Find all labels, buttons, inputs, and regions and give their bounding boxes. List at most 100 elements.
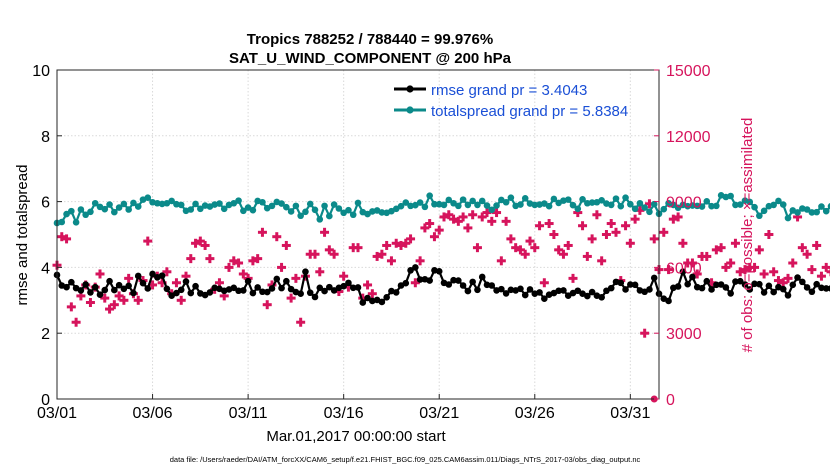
series-0-point [445, 281, 453, 288]
obs-assimilated-marker [133, 295, 143, 305]
series-0-point [354, 284, 362, 291]
obs-assimilated-marker [539, 278, 549, 288]
series-0-point [784, 292, 792, 299]
obs-assimilated-marker [449, 214, 459, 224]
series-0-point [689, 273, 696, 281]
series-1-point [68, 207, 75, 215]
series-0-point [588, 288, 596, 296]
series-1-point [708, 202, 715, 210]
obs-assimilated-marker [315, 267, 325, 277]
series-0-point [144, 285, 152, 292]
series-1-point [330, 201, 338, 208]
series-1-point [130, 199, 137, 207]
obs-assimilated-marker [788, 258, 798, 268]
series-0-point [158, 272, 166, 279]
series-1-point [63, 210, 70, 218]
series-0-point [87, 289, 94, 296]
x-axis-ticks: 03/01 03/06 03/11 03/16 03/21 03/26 03/31 [37, 394, 650, 422]
series-0-point [435, 268, 443, 275]
series-0-point [765, 282, 773, 290]
obs-assimilated-marker [597, 256, 607, 266]
series-0-point [378, 298, 386, 306]
series-1-point [808, 209, 816, 216]
series-0-point [139, 279, 147, 287]
series-0-point [182, 278, 190, 285]
obs-assimilated-marker [191, 238, 201, 248]
series-0-point [770, 288, 777, 296]
series-0-point [631, 281, 639, 289]
series-0-point [794, 274, 801, 281]
series-0-point [478, 273, 486, 281]
series-1-point [187, 206, 195, 213]
series-0-point [297, 290, 304, 298]
series-1-point [631, 205, 639, 213]
series-0-point [244, 277, 252, 285]
obs-assimilated-marker [320, 227, 330, 237]
series-1-point [216, 200, 223, 207]
obs-assimilated-marker [453, 216, 463, 226]
series-0-point [111, 286, 118, 294]
series-0-point [717, 281, 725, 288]
obs-assimilated-marker [382, 240, 392, 250]
series-0-point [273, 275, 281, 283]
series-0-point [517, 285, 524, 293]
series-0-point [402, 279, 410, 287]
series-0-point [326, 283, 333, 291]
series-0-point [302, 268, 309, 275]
series-0-point [192, 282, 199, 290]
obs-assimilated-marker [807, 265, 817, 275]
obs-assimilated-marker [114, 291, 124, 301]
series-1-point [77, 206, 85, 213]
obs-assimilated-marker [549, 230, 559, 239]
series-0-point [106, 277, 113, 285]
series-1-point [292, 202, 300, 210]
series-1-point [612, 195, 620, 202]
obs-assimilated-marker [735, 267, 745, 277]
series-0-point [813, 280, 820, 288]
obs-assimilated-marker [726, 258, 736, 268]
chart-subtitle: SAT_U_WIND_COMPONENT @ 200 hPa [229, 50, 512, 67]
series-0-point [822, 285, 830, 292]
obs-assimilated-marker [716, 243, 726, 253]
obs-assimilated-marker [363, 280, 373, 290]
series-0-point [679, 268, 687, 275]
series-0-point [751, 280, 758, 288]
series-1-point [550, 195, 558, 203]
series-1-point [91, 199, 99, 207]
obs-assimilated-marker [630, 214, 640, 224]
series-1-point [235, 197, 242, 204]
obs-assimilated-marker [530, 243, 540, 253]
series-1-point [87, 208, 94, 216]
series-0-point [827, 285, 830, 292]
series-1-point [240, 207, 247, 215]
obs-assimilated-marker [764, 230, 774, 239]
y-tick-label: 0 [41, 392, 50, 409]
obs-assimilated-marker [773, 276, 783, 286]
series-0-point [120, 285, 128, 293]
y-tick-label: 2 [41, 326, 50, 343]
series-1-point [82, 211, 89, 219]
series-1-point [803, 206, 811, 213]
obs-assimilated-marker [525, 236, 535, 246]
series-1-point [569, 201, 577, 209]
series-1-point [335, 205, 343, 212]
obs-assimilated-marker [277, 262, 287, 272]
obs-assimilated-marker [420, 223, 430, 233]
series-0-point [77, 287, 85, 294]
series-0-point [727, 290, 734, 297]
series-1-point [349, 211, 357, 219]
series-0-point [364, 294, 371, 302]
series-1-point [431, 200, 438, 208]
series-0-point [560, 287, 567, 294]
obs-assimilated-marker [754, 245, 764, 255]
series-1-point [636, 199, 644, 207]
obs-assimilated-marker [66, 302, 76, 312]
obs-assimilated-marker [410, 278, 420, 288]
series-1-point [689, 202, 696, 209]
obs-assimilated-marker [496, 256, 506, 266]
obs-assimilated-marker [554, 245, 564, 255]
series-0-point [746, 286, 754, 293]
series-0-point [736, 277, 744, 285]
obs-assimilated-marker [487, 216, 497, 226]
series-0-point [459, 282, 467, 289]
